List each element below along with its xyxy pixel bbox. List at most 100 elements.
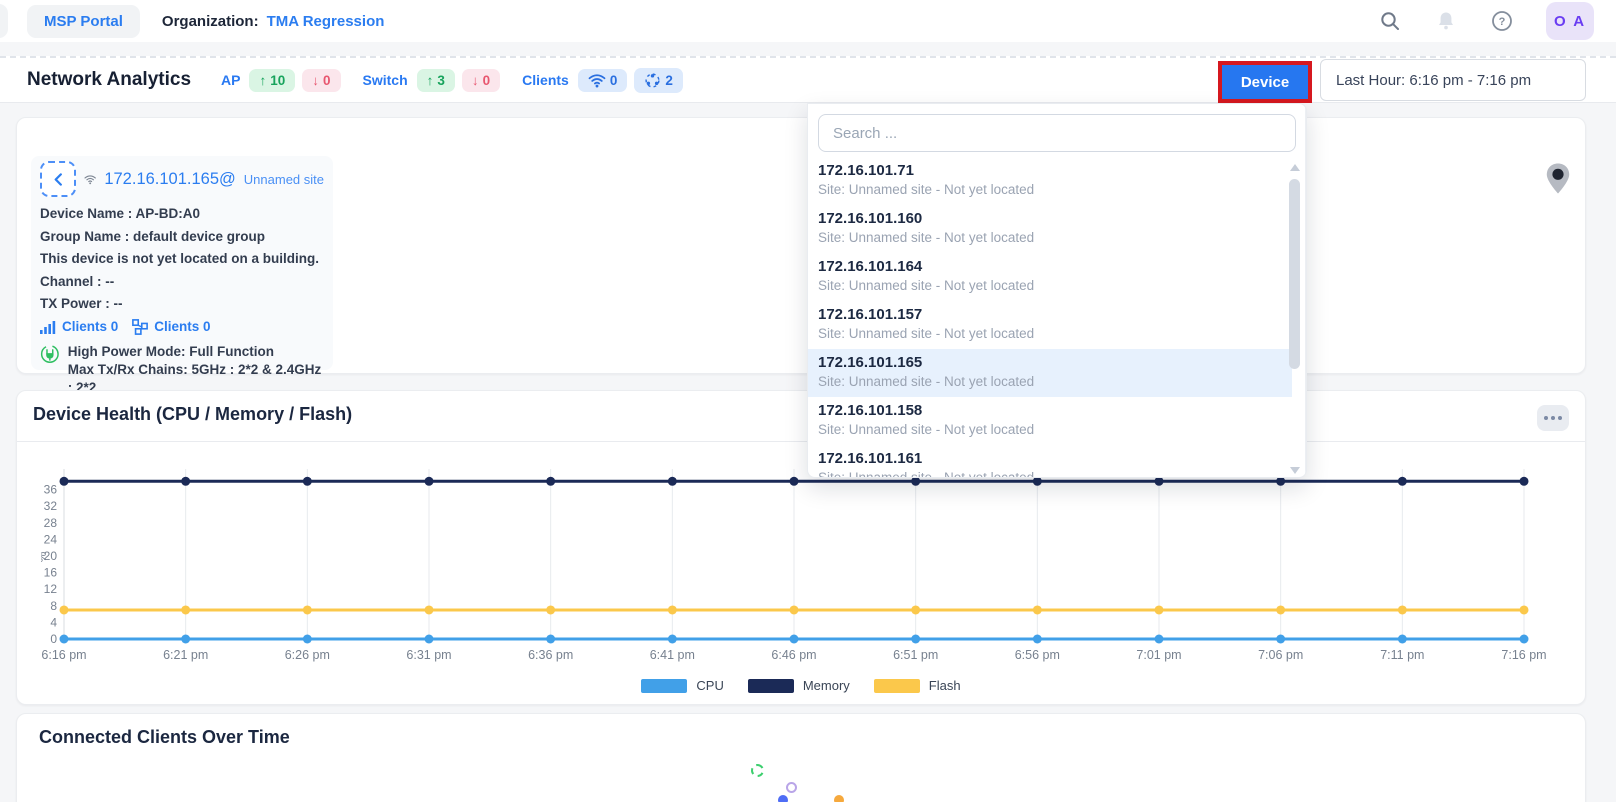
legend-item[interactable]: CPU: [641, 678, 723, 693]
device-item-site: Site: Unnamed site - Not yet located: [818, 182, 1282, 197]
connected-clients-card: Connected Clients Over Time: [16, 713, 1586, 802]
svg-text:%: %: [41, 551, 49, 562]
svg-text:6:51 pm: 6:51 pm: [893, 648, 938, 662]
nav-edge-sliver: [0, 4, 8, 38]
svg-text:6:31 pm: 6:31 pm: [406, 648, 451, 662]
svg-text:8: 8: [50, 599, 57, 613]
device-list-item[interactable]: 172.16.101.160 Site: Unnamed site - Not y…: [808, 205, 1292, 253]
switch-up-badge: ↑3: [417, 69, 455, 92]
ellipsis-icon: [1544, 416, 1548, 420]
legend-label: Memory: [803, 678, 850, 693]
svg-text:16: 16: [44, 566, 58, 580]
svg-text:6:16 pm: 6:16 pm: [41, 648, 86, 662]
arrow-up-icon: ↑: [259, 73, 266, 88]
user-avatar[interactable]: O A: [1546, 2, 1594, 40]
wired-topology-icon: [132, 319, 148, 335]
device-search-input[interactable]: [818, 114, 1296, 152]
loader-dot: [751, 764, 764, 777]
device-item-site: Site: Unnamed site - Not yet located: [818, 230, 1282, 245]
back-button[interactable]: [40, 161, 76, 197]
card-menu-button[interactable]: [1537, 405, 1569, 431]
device-item-ip: 172.16.101.158: [818, 402, 1282, 419]
chevron-left-icon: [52, 173, 65, 186]
legend-item[interactable]: Memory: [748, 678, 850, 693]
loader-dot: [778, 795, 788, 802]
chart-legend: CPU Memory Flash: [17, 678, 1585, 693]
svg-text:6:56 pm: 6:56 pm: [1015, 648, 1060, 662]
scrollbar-thumb[interactable]: [1289, 179, 1300, 369]
page-title: Network Analytics: [27, 69, 191, 91]
wired-clients-link[interactable]: Clients 0: [154, 319, 210, 334]
device-list-item[interactable]: 172.16.101.161 Site: Unnamed site - Not y…: [808, 445, 1292, 478]
group-name-text: Group Name : default device group: [40, 229, 324, 244]
device-item-ip: 172.16.101.165: [818, 354, 1282, 371]
device-list-item[interactable]: 172.16.101.165Site: Unnamed site - Not y…: [808, 349, 1292, 397]
device-list-item[interactable]: 172.16.101.158Site: Unnamed site - Not y…: [808, 397, 1292, 445]
arrow-up-icon: ↑: [427, 73, 434, 88]
device-health-card: Device Health (CPU / Memory / Flash) 048…: [16, 390, 1586, 705]
device-item-site: Site: Unnamed site - Not yet located: [818, 470, 1282, 478]
legend-item[interactable]: Flash: [874, 678, 961, 693]
wifi-icon: [84, 170, 96, 189]
device-list-item[interactable]: 172.16.101.157Site: Unnamed site - Not y…: [808, 301, 1292, 349]
svg-text:?: ?: [1499, 16, 1506, 28]
device-item-ip: 172.16.101.161: [818, 450, 1282, 467]
device-list-item[interactable]: 172.16.101.164Site: Unnamed site - Not y…: [808, 253, 1292, 301]
msp-portal-button[interactable]: MSP Portal: [27, 5, 140, 38]
svg-text:6:26 pm: 6:26 pm: [285, 648, 330, 662]
device-dropdown: 172.16.101.71 Site: Unnamed site - Not ye…: [807, 103, 1307, 478]
svg-text:4: 4: [50, 615, 57, 629]
bell-icon[interactable]: [1434, 9, 1458, 33]
device-health-chart: 04812162024283236%6:16 pm6:21 pm6:26 pm6…: [41, 457, 1551, 669]
location-note-text: This device is not yet located on a buil…: [40, 251, 324, 266]
wireless-clients-link[interactable]: Clients 0: [62, 319, 118, 334]
svg-text:7:06 pm: 7:06 pm: [1258, 648, 1303, 662]
device-ip-link[interactable]: 172.16.101.165@: [104, 170, 235, 189]
ap-up-badge: ↑10: [249, 69, 295, 92]
wifi-icon: [588, 73, 606, 88]
device-item-ip: 172.16.101.160: [818, 210, 1282, 227]
search-icon[interactable]: [1378, 9, 1402, 33]
device-item-ip: 172.16.101.71: [818, 162, 1282, 179]
device-scope-button[interactable]: Device: [1222, 65, 1308, 99]
device-site-link[interactable]: Unnamed site: [244, 172, 324, 187]
svg-text:32: 32: [44, 499, 58, 513]
map-pin-icon[interactable]: [1545, 162, 1571, 198]
device-name-text: Device Name : AP-BD:A0: [40, 206, 324, 221]
loader-dot: [834, 795, 844, 802]
dropdown-scrollbar[interactable]: [1289, 162, 1301, 474]
svg-text:28: 28: [44, 516, 58, 530]
svg-text:7:16 pm: 7:16 pm: [1501, 648, 1546, 662]
organization-name-link[interactable]: TMA Regression: [267, 13, 385, 30]
svg-text:7:11 pm: 7:11 pm: [1380, 648, 1424, 662]
legend-label: CPU: [696, 678, 723, 693]
arrow-down-icon: ↓: [472, 73, 479, 88]
tx-power-text: TX Power : --: [40, 296, 324, 311]
svg-text:6:21 pm: 6:21 pm: [163, 648, 208, 662]
scroll-up-arrow-icon[interactable]: [1290, 164, 1300, 171]
organization-breadcrumb: Organization: TMA Regression: [162, 13, 384, 30]
clients-label[interactable]: Clients: [522, 72, 569, 88]
divider: [1305, 104, 1306, 477]
wired-clients-badge: 2: [634, 68, 683, 93]
legend-label: Flash: [929, 678, 961, 693]
ap-label[interactable]: AP: [221, 72, 240, 88]
legend-swatch: [748, 679, 794, 693]
power-plug-icon: [40, 343, 60, 365]
time-range-selector[interactable]: Last Hour: 6:16 pm - 7:16 pm: [1320, 59, 1586, 101]
help-icon[interactable]: ?: [1490, 9, 1514, 33]
loader-dot: [786, 782, 797, 793]
svg-text:6:46 pm: 6:46 pm: [771, 648, 816, 662]
ap-down-badge: ↓0: [302, 69, 340, 92]
arrow-down-icon: ↓: [312, 73, 319, 88]
organization-label: Organization:: [162, 13, 259, 30]
scroll-down-arrow-icon[interactable]: [1290, 467, 1300, 474]
switch-down-badge: ↓0: [462, 69, 500, 92]
svg-text:36: 36: [44, 483, 58, 497]
device-item-site: Site: Unnamed site - Not yet located: [818, 278, 1282, 293]
wireless-clients-badge: 0: [578, 69, 628, 92]
switch-metrics: Switch ↑3 ↓0: [363, 69, 501, 92]
device-list-item[interactable]: 172.16.101.71 Site: Unnamed site - Not ye…: [808, 157, 1292, 205]
legend-swatch: [641, 679, 687, 693]
switch-label[interactable]: Switch: [363, 72, 408, 88]
